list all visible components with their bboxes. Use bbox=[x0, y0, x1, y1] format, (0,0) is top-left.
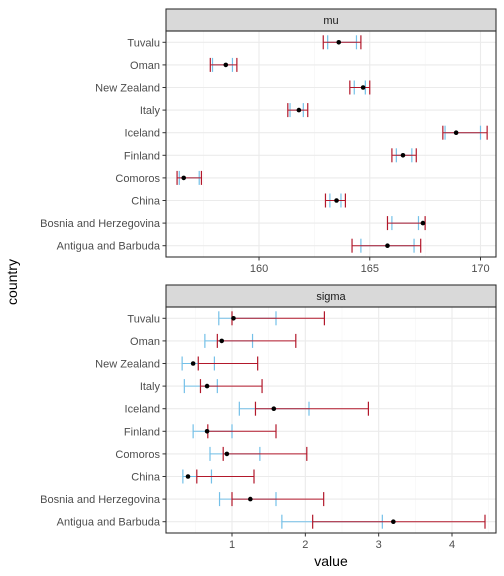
y-tick-label: Oman bbox=[130, 60, 160, 72]
y-tick-label: Italy bbox=[140, 381, 161, 393]
point-iceland bbox=[271, 406, 277, 412]
point-iceland bbox=[453, 130, 459, 135]
y-tick-label: Tuvalu bbox=[127, 37, 160, 49]
point-china bbox=[185, 474, 191, 479]
y-tick-label: Oman bbox=[130, 336, 160, 348]
point-finland bbox=[204, 429, 210, 434]
y-tick-label: Bosnia and Herzegovina bbox=[40, 494, 161, 506]
x-tick-label: 2 bbox=[302, 539, 308, 551]
point-italy bbox=[204, 383, 210, 389]
y-tick-label: Comoros bbox=[115, 173, 160, 185]
x-tick-label: 165 bbox=[361, 263, 379, 275]
y-tick-label: New Zealand bbox=[95, 83, 160, 95]
point-bosnia-and-herzegovina bbox=[420, 220, 426, 226]
panel-background bbox=[166, 31, 496, 257]
y-tick-label: Bosnia and Herzegovina bbox=[40, 218, 161, 230]
panel-border-mu bbox=[165, 30, 497, 258]
point-china bbox=[334, 198, 339, 203]
x-tick-label: 160 bbox=[250, 263, 268, 275]
x-tick-label: 3 bbox=[376, 539, 382, 551]
x-tick-label: 4 bbox=[449, 539, 455, 551]
point-bosnia-and-herzegovina bbox=[248, 496, 253, 502]
y-tick-label: Iceland bbox=[125, 404, 160, 416]
point-comoros bbox=[224, 451, 230, 457]
y-tick-label: Iceland bbox=[125, 128, 160, 140]
strip-label-mu: mu bbox=[323, 15, 338, 27]
y-tick-label: New Zealand bbox=[95, 359, 160, 371]
y-tick-label: China bbox=[131, 196, 161, 208]
strip-label-sigma: sigma bbox=[316, 291, 346, 303]
point-comoros bbox=[181, 175, 187, 181]
point-italy bbox=[296, 107, 302, 113]
y-tick-label: Antigua and Barbuda bbox=[57, 241, 161, 253]
point-antigua-and-barbuda bbox=[391, 519, 396, 524]
y-tick-label: Finland bbox=[124, 150, 160, 162]
x-tick-label: 170 bbox=[471, 263, 489, 275]
point-tuvalu bbox=[336, 40, 342, 45]
y-tick-label: Italy bbox=[140, 105, 161, 117]
y-tick-label: Tuvalu bbox=[127, 313, 160, 325]
point-tuvalu bbox=[231, 316, 236, 321]
panel-border-sigma bbox=[165, 306, 497, 534]
y-tick-label: China bbox=[131, 472, 161, 484]
point-antigua-and-barbuda bbox=[385, 243, 390, 248]
y-tick-label: Finland bbox=[124, 426, 160, 438]
y-axis-title: country bbox=[4, 259, 20, 305]
point-oman bbox=[219, 338, 225, 344]
y-tick-label: Comoros bbox=[115, 449, 160, 461]
point-new-zealand bbox=[190, 361, 196, 366]
y-tick-label: Antigua and Barbuda bbox=[57, 517, 161, 529]
point-finland bbox=[400, 153, 406, 158]
x-axis-title: value bbox=[314, 553, 348, 569]
x-tick-label: 1 bbox=[229, 539, 235, 551]
point-oman bbox=[223, 62, 229, 68]
point-new-zealand bbox=[360, 85, 366, 90]
panel-background bbox=[166, 307, 496, 533]
